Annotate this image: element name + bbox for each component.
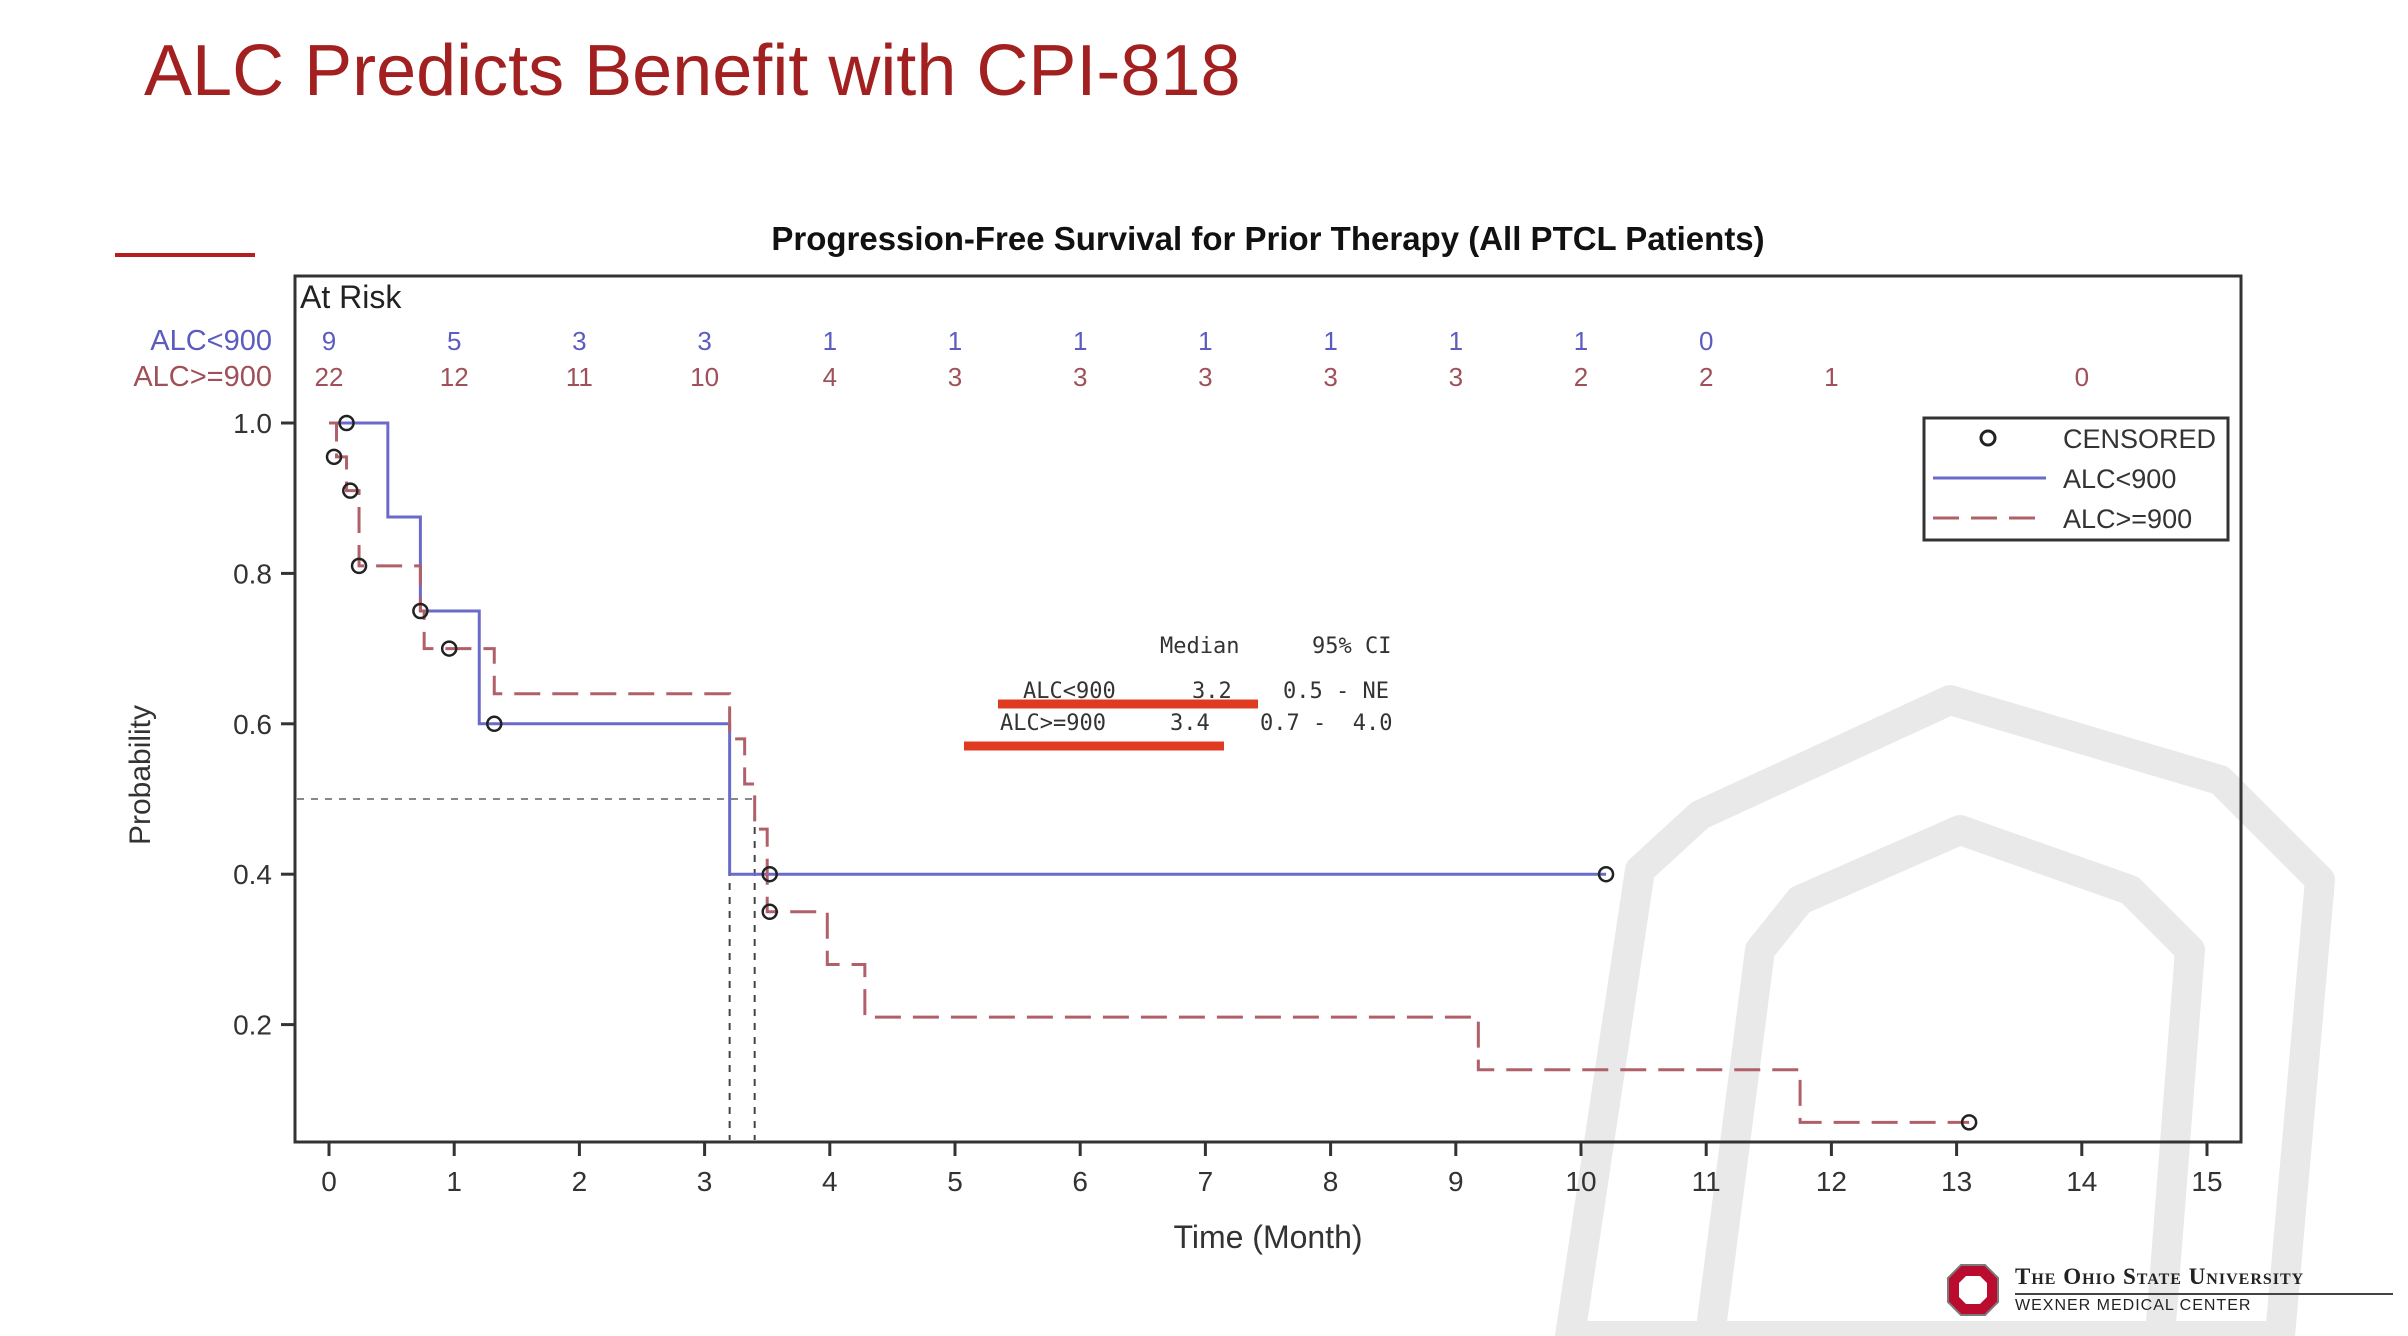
- median-row-alc-ge-900-ci: 0.7 - 4.0: [1260, 711, 1392, 736]
- at-risk-count: 3: [572, 326, 586, 356]
- at-risk-count: 2: [1574, 362, 1588, 392]
- at-risk-count: 0: [1699, 326, 1713, 356]
- at-risk-count: 5: [447, 326, 461, 356]
- median-header: Median: [1160, 634, 1239, 659]
- at-risk-row-label-alc-ge-900: ALC>=900: [133, 361, 272, 393]
- legend-label-alc-lt-900: ALC<900: [2063, 464, 2176, 494]
- censor-point-alc-ge-900: [325, 448, 343, 466]
- x-tick-label: 10: [1565, 1166, 1596, 1197]
- x-tick-label: 2: [572, 1166, 588, 1197]
- censor-markers: [325, 414, 1978, 1131]
- at-risk-count: 4: [823, 362, 837, 392]
- series-line-alc-ge-900: [329, 421, 1970, 1124]
- at-risk-count: 1: [1824, 362, 1838, 392]
- censor-point-alc-lt-900: [761, 865, 778, 883]
- at-risk-count: 0: [2075, 362, 2089, 392]
- at-risk-count: 3: [1449, 362, 1463, 392]
- at-risk-count: 3: [948, 362, 962, 392]
- at-risk-count: 2: [1699, 362, 1713, 392]
- x-tick-label: 15: [2191, 1166, 2222, 1197]
- plot-frame: [293, 274, 2243, 1144]
- x-tick-label: 8: [1323, 1166, 1339, 1197]
- series-line-alc-lt-900: [329, 421, 1607, 876]
- y-tick-label: 0.4: [233, 859, 272, 890]
- at-risk-count: 3: [1073, 362, 1087, 392]
- at-risk-count: 10: [690, 362, 719, 392]
- x-tick-label: 3: [697, 1166, 713, 1197]
- reference-lines: [297, 798, 756, 1140]
- censor-point-alc-ge-900: [440, 640, 458, 657]
- x-tick-label: 9: [1448, 1166, 1464, 1197]
- censor-point-alc-ge-900: [412, 602, 429, 620]
- censor-point-alc-ge-900: [350, 557, 368, 575]
- at-risk-count: 1: [823, 326, 837, 356]
- at-risk-count: 3: [697, 326, 711, 356]
- median-row-alc-ge-900-group: ALC>=900: [1000, 711, 1106, 736]
- censor-point-alc-ge-900: [761, 903, 778, 921]
- at-risk-count: 1: [1574, 326, 1588, 356]
- at-risk-count: 1: [1073, 326, 1087, 356]
- ci-header: 95% CI: [1312, 634, 1391, 659]
- x-tick-label: 7: [1198, 1166, 1214, 1197]
- at-risk-count: 1: [1323, 326, 1337, 356]
- medical-center-name: WEXNER MEDICAL CENTER: [2015, 1297, 2252, 1314]
- at-risk-count: 11: [566, 362, 593, 392]
- y-axis-label: Probability: [124, 705, 157, 845]
- chart-title: Progression-Free Survival for Prior Ther…: [771, 220, 1764, 257]
- at-risk-count: 3: [1323, 362, 1337, 392]
- x-tick-label: 5: [947, 1166, 963, 1197]
- title-underline: [115, 253, 255, 257]
- block-o-logo: [1947, 1264, 1999, 1316]
- at-risk-count: 9: [322, 326, 336, 356]
- censor-point-alc-lt-900: [338, 414, 355, 432]
- median-row-alc-ge-900-median: 3.4: [1170, 711, 1210, 736]
- x-tick-label: 11: [1692, 1166, 1721, 1197]
- y-tick-label: 0.6: [233, 709, 272, 740]
- legend-label-alc-ge-900: ALC>=900: [2063, 504, 2192, 534]
- series-group: [329, 421, 1970, 1124]
- censor-point-alc-ge-900: [1960, 1114, 1978, 1131]
- censor-point-alc-lt-900: [486, 715, 503, 733]
- x-tick-label: 1: [446, 1166, 462, 1197]
- x-tick-label: 6: [1072, 1166, 1088, 1197]
- y-tick-label: 1.0: [233, 408, 272, 439]
- university-name: The Ohio State University: [2015, 1264, 2305, 1289]
- x-tick-label: 4: [822, 1166, 838, 1197]
- x-tick-label: 13: [1941, 1166, 1972, 1197]
- at-risk-row-label-alc-lt-900: ALC<900: [150, 325, 272, 357]
- legend-label-censored: CENSORED: [2063, 424, 2216, 454]
- median-row-alc-lt-900-ci: 0.5 - NE: [1283, 679, 1389, 704]
- y-tick-label: 0.8: [233, 558, 272, 589]
- legend-censored-marker: [1979, 429, 1997, 447]
- at-risk-count: 1: [948, 326, 962, 356]
- at-risk-count: 3: [1198, 362, 1212, 392]
- axis-ticks: 0 1 2 3 4 5 6 7 8 9 10 11 12 13 14 150.20.40.60.81.0: [233, 408, 2223, 1197]
- at-risk-count: 22: [315, 362, 344, 392]
- at-risk-count: 1: [1198, 326, 1212, 356]
- at-risk-counts: 9 5 3 3 1 1 1 1 1 1 1 022 12 11 10 4 3 3 3 3 3 2 2 1 0: [315, 326, 2089, 392]
- slide-title: ALC Predicts Benefit with CPI-818: [144, 31, 1241, 111]
- censor-point-alc-ge-900: [342, 482, 359, 499]
- legend: CENSORED ALC<900 ALC>=900: [1922, 416, 2230, 542]
- x-tick-label: 14: [2066, 1166, 2097, 1197]
- y-tick-label: 0.2: [233, 1010, 272, 1041]
- university-rule: [2015, 1293, 2393, 1295]
- at-risk-header: At Risk: [300, 279, 402, 315]
- at-risk-count: 12: [440, 362, 469, 392]
- at-risk-count: 1: [1449, 326, 1463, 356]
- x-tick-label: 12: [1816, 1166, 1847, 1197]
- censor-point-alc-lt-900: [1597, 865, 1615, 883]
- x-axis-label: Time (Month): [1173, 1219, 1362, 1255]
- x-tick-label: 0: [321, 1166, 337, 1197]
